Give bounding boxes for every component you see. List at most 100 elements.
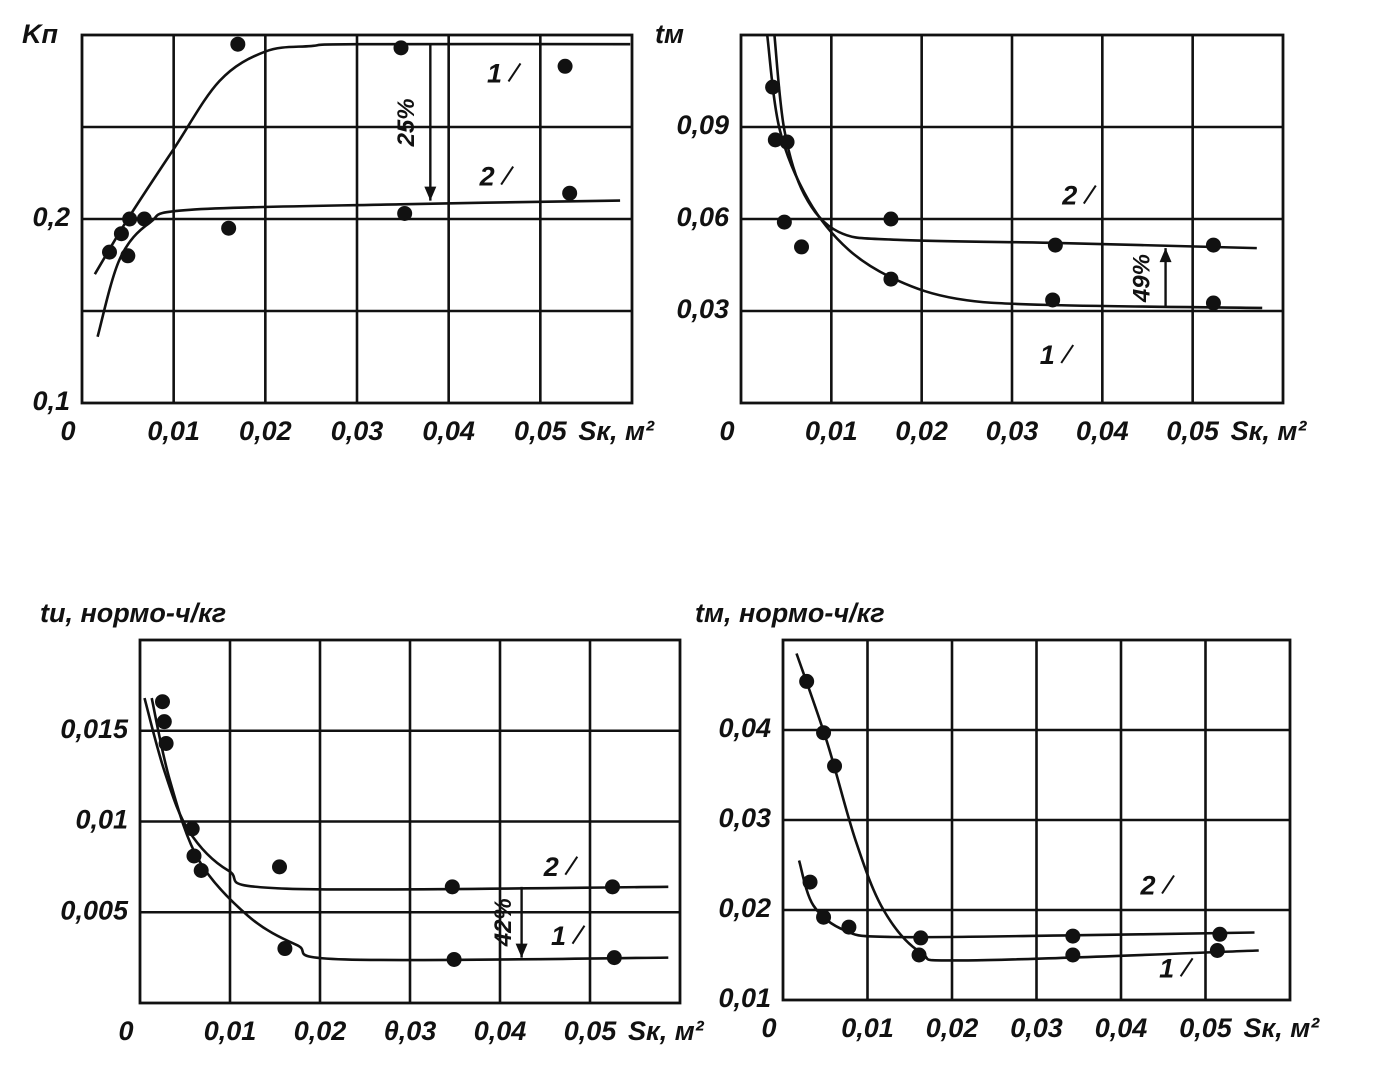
x-axis-label: Sк, м²	[1244, 1013, 1321, 1043]
y-axis-label: tи, нормо-ч/кг	[40, 598, 226, 628]
x-tick-label: 0,02	[895, 416, 948, 446]
x-tick-label: 0,05	[564, 1016, 618, 1046]
curve-label: 2	[1061, 181, 1077, 211]
data-point	[1045, 292, 1061, 308]
data-point	[184, 821, 200, 837]
data-point	[802, 874, 818, 890]
data-point	[444, 879, 460, 895]
curve	[150, 697, 669, 962]
arrow-head	[515, 943, 528, 958]
data-point	[446, 951, 462, 967]
x-axis-label: Sк, м²	[628, 1016, 705, 1046]
x-tick-label: 0,05	[1179, 1013, 1233, 1043]
curve-label: 1	[487, 59, 502, 89]
data-point	[136, 211, 152, 227]
data-point	[799, 673, 815, 689]
y-tick-label: 0,09	[676, 110, 729, 140]
data-point	[765, 79, 781, 95]
x-tick-label: θ,03	[384, 1016, 437, 1046]
data-point	[1209, 943, 1225, 958]
x-tick-label: 0,01	[204, 1016, 257, 1046]
curve	[143, 697, 669, 891]
data-point	[883, 211, 899, 227]
y-axis-label: Kп	[22, 19, 58, 49]
data-point	[186, 848, 202, 864]
plot-frame	[80, 33, 634, 405]
plot-frame	[781, 638, 1292, 1002]
y-tick-label: 0,03	[718, 803, 771, 833]
curve-label: 1	[551, 921, 566, 951]
label-leader	[564, 856, 579, 876]
curve	[797, 860, 1255, 939]
data-point	[776, 214, 792, 230]
data-point	[122, 211, 138, 227]
curve	[93, 42, 631, 275]
data-point	[393, 40, 409, 56]
data-point	[557, 58, 573, 74]
x-tick-label: 0,02	[926, 1013, 979, 1043]
data-point	[1065, 928, 1081, 944]
x-tick-label: 0	[60, 416, 75, 446]
data-point	[156, 714, 172, 730]
x-tick-label: 0,04	[1076, 416, 1129, 446]
plot-frame	[739, 33, 1285, 405]
data-point	[193, 863, 209, 879]
y-tick-label: 0,02	[718, 893, 771, 923]
data-point	[767, 132, 783, 148]
x-tick-label: 0,04	[474, 1016, 527, 1046]
x-tick-label: 0,01	[805, 416, 858, 446]
data-point	[883, 271, 899, 287]
y-tick-label: 0,015	[60, 714, 129, 744]
curve-label: 1	[1159, 953, 1174, 983]
x-tick-label: 0,03	[986, 416, 1039, 446]
data-point	[158, 735, 174, 751]
x-tick-label: 0,03	[331, 416, 384, 446]
plot-frame	[138, 638, 682, 1005]
y-tick-label: 0,04	[718, 713, 771, 743]
curve-label: 1	[1040, 340, 1055, 370]
y-tick-label: 0,01	[75, 805, 128, 835]
annotation: 42%	[490, 898, 517, 947]
x-tick-label: 0,02	[239, 416, 292, 446]
label-leader	[1179, 957, 1194, 977]
data-point	[1047, 237, 1063, 253]
annotation: 49%	[1128, 254, 1155, 303]
label-leader	[571, 925, 586, 945]
x-tick-label: 0,01	[147, 416, 200, 446]
curve-label: 2	[543, 852, 559, 882]
x-tick-label: 0,04	[1095, 1013, 1148, 1043]
data-point	[1205, 295, 1221, 311]
label-leader	[500, 165, 514, 186]
data-point	[605, 879, 620, 895]
y-tick-label: 0,01	[718, 983, 771, 1013]
x-tick-label: 0,04	[422, 416, 475, 446]
arrow-head	[1159, 248, 1172, 263]
curve	[773, 34, 1257, 250]
annotation: 25%	[393, 98, 420, 147]
data-point	[913, 930, 929, 946]
data-point	[113, 226, 129, 242]
data-point	[841, 919, 857, 935]
y-tick-label: 0,06	[676, 202, 730, 232]
data-point	[155, 694, 170, 710]
data-point	[779, 134, 795, 150]
curve-label: 2	[1140, 871, 1156, 901]
curve	[96, 199, 621, 338]
data-point	[562, 185, 578, 201]
y-axis-label: tм	[655, 19, 684, 49]
data-point	[816, 909, 832, 925]
y-axis-label: tм, нормо-ч/кг	[695, 598, 885, 628]
y-tick-label: 0,005	[60, 895, 129, 925]
curve	[765, 34, 1263, 310]
x-axis-label: Sк, м²	[1231, 416, 1308, 446]
data-point	[794, 239, 810, 255]
data-point	[606, 950, 622, 966]
data-point	[397, 205, 413, 221]
y-tick-label: 0,1	[32, 386, 70, 416]
x-tick-label: 0,05	[1166, 416, 1220, 446]
curve	[795, 653, 1259, 962]
x-tick-label: 0,05	[514, 416, 568, 446]
x-tick-label: 0	[118, 1016, 133, 1046]
y-tick-label: 0,03	[676, 294, 729, 324]
